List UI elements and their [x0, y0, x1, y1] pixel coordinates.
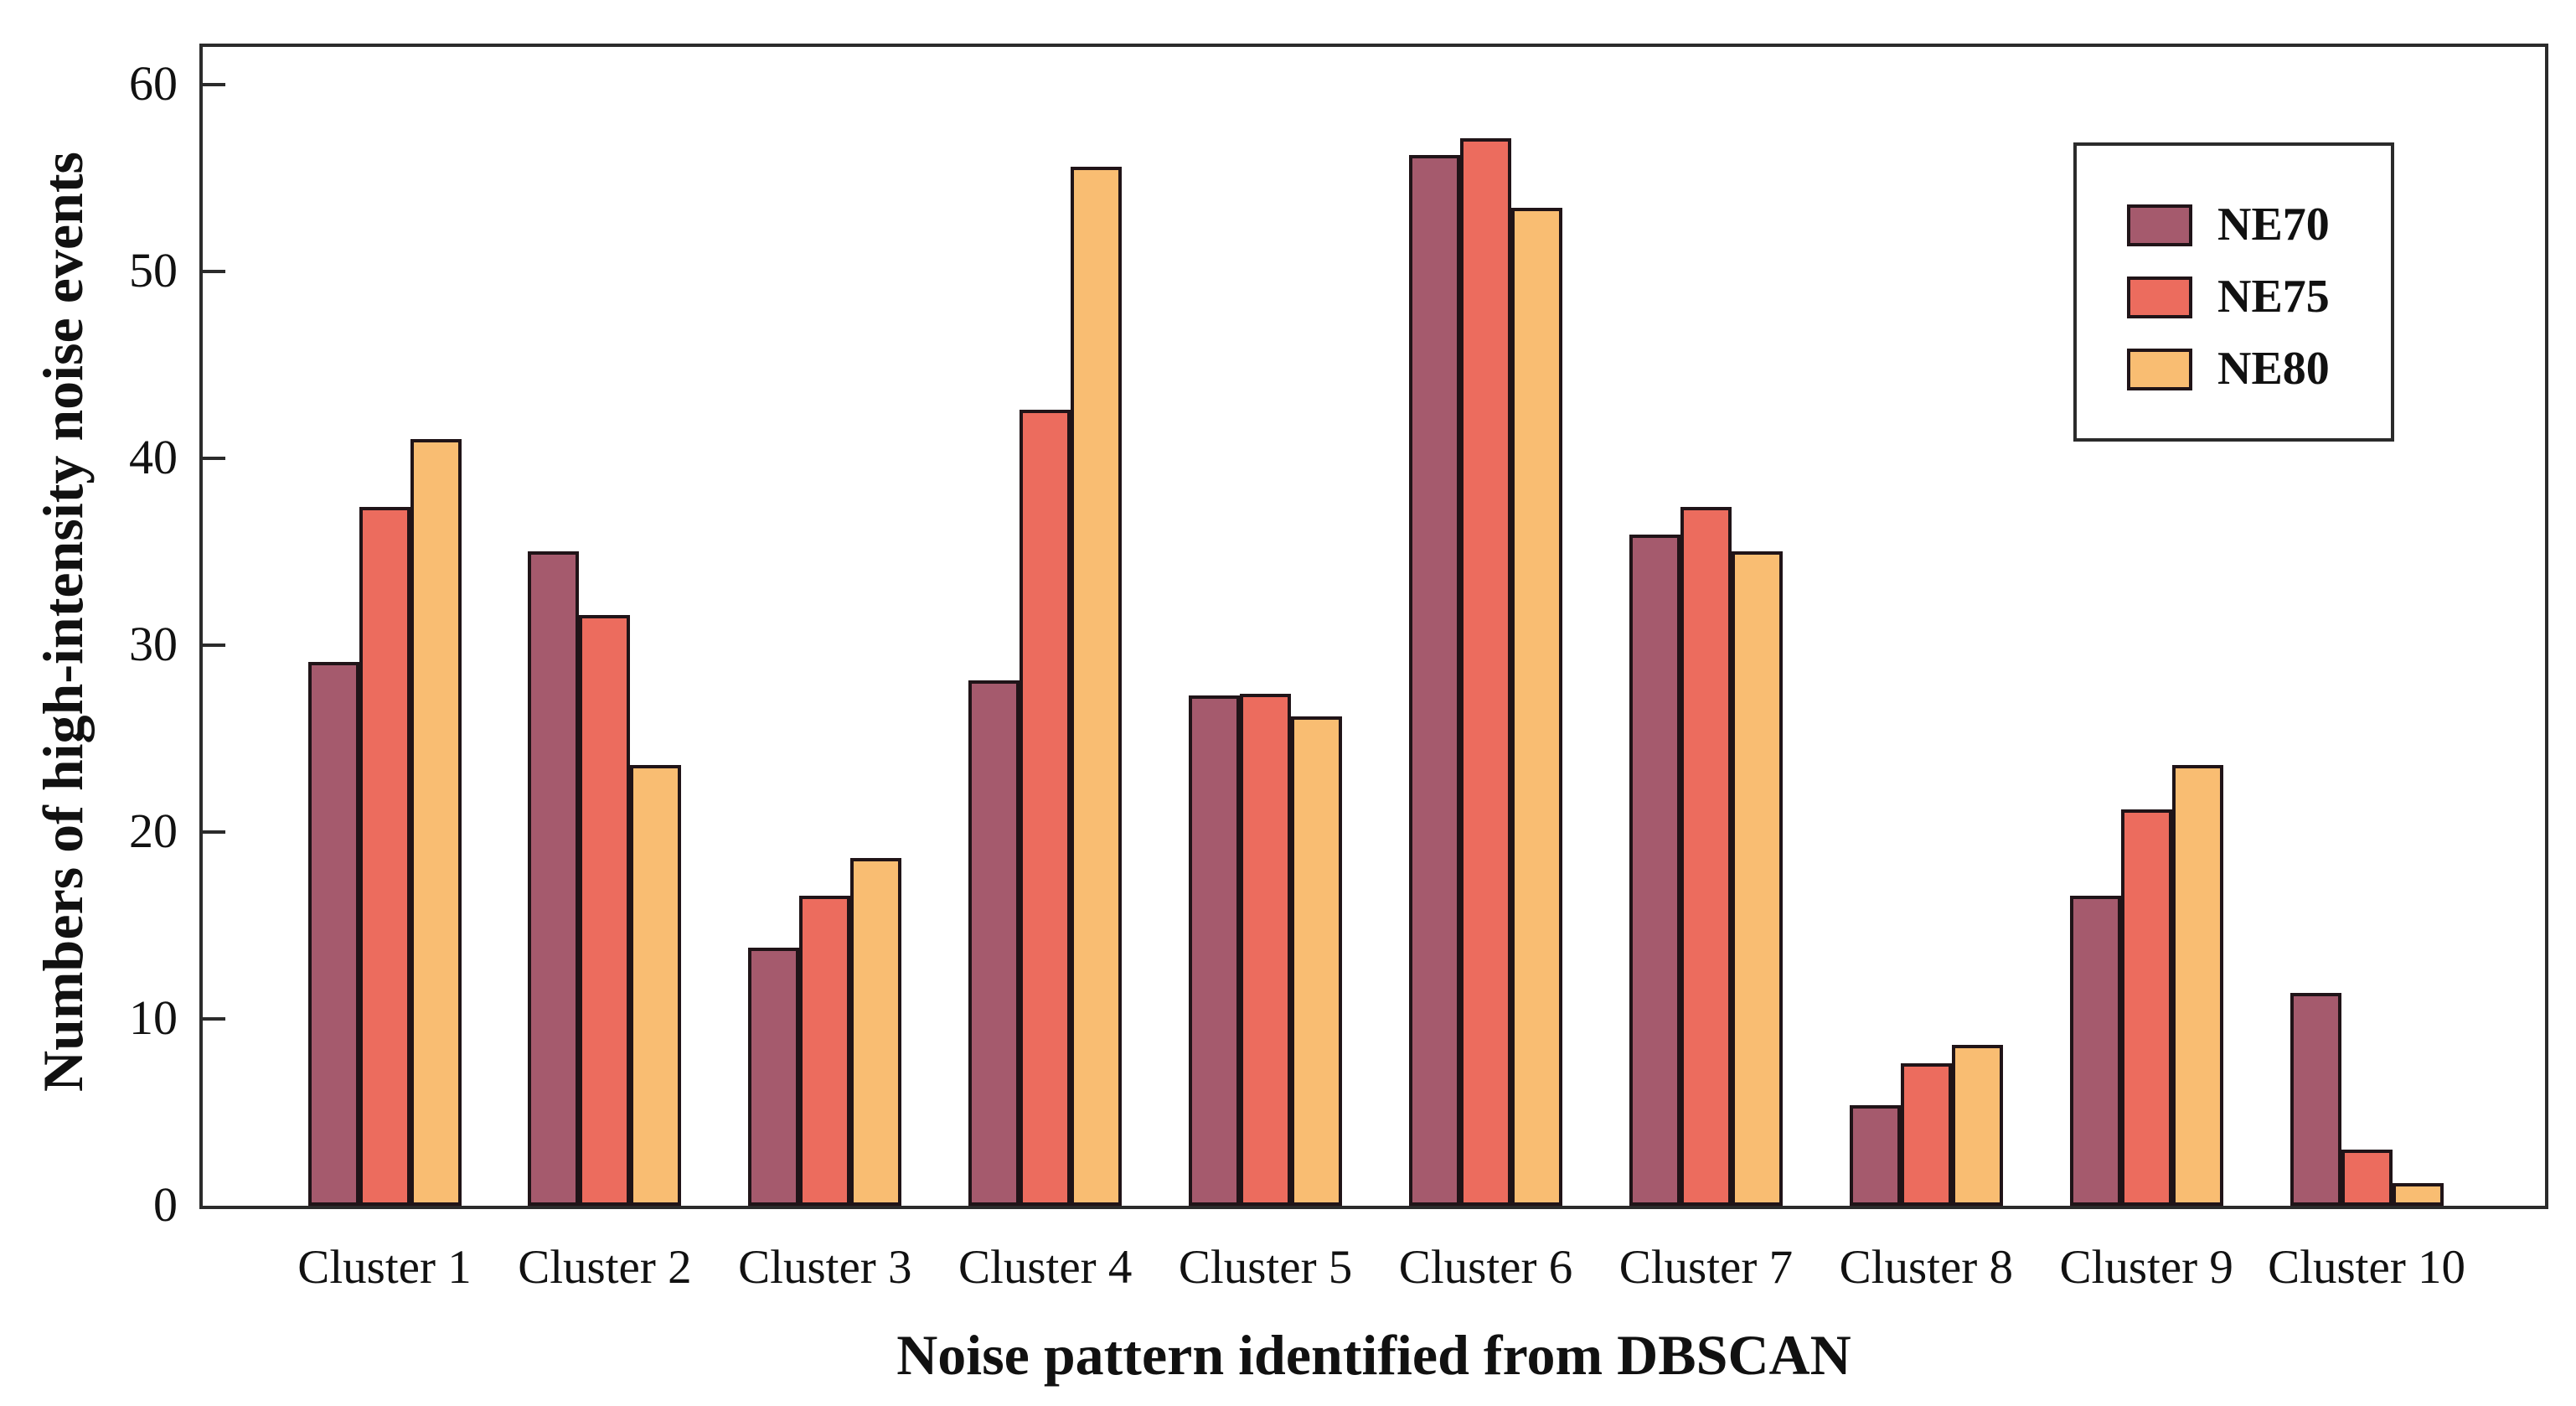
y-tick-label-0: 0 [153, 1177, 178, 1232]
legend-swatch-ne80 [2127, 349, 2192, 390]
y-tick-label-10: 10 [129, 990, 178, 1045]
y-tick-label-40: 40 [129, 429, 178, 484]
bar-ne75-cluster-9 [2120, 809, 2172, 1206]
legend-label-ne70: NE70 [2217, 199, 2330, 251]
x-tick-label-cluster-10: Cluster 10 [2268, 1241, 2466, 1294]
y-tick-mark-40 [203, 456, 225, 460]
x-tick-label-cluster-6: Cluster 6 [1398, 1241, 1573, 1294]
bar-ne75-cluster-6 [1460, 138, 1511, 1206]
x-tick-label-cluster-4: Cluster 4 [958, 1241, 1133, 1294]
y-tick-mark-30 [203, 643, 225, 647]
bar-ne80-cluster-6 [1511, 208, 1562, 1206]
bar-ne75-cluster-8 [1900, 1063, 1952, 1206]
bar-ne80-cluster-1 [410, 439, 462, 1206]
y-tick-label-60: 60 [129, 55, 178, 111]
bar-ne70-cluster-6 [1409, 155, 1460, 1206]
x-tick-label-cluster-8: Cluster 8 [1839, 1241, 2013, 1294]
y-tick-mark-20 [203, 830, 225, 834]
x-tick-label-cluster-3: Cluster 3 [738, 1241, 912, 1294]
bar-ne80-cluster-5 [1291, 716, 1343, 1206]
bar-ne75-cluster-1 [359, 507, 410, 1206]
bar-ne80-cluster-7 [1731, 551, 1783, 1206]
bar-ne70-cluster-1 [307, 662, 359, 1206]
bar-ne70-cluster-7 [1629, 535, 1680, 1206]
legend: NE70 NE75 NE80 [2073, 142, 2394, 442]
x-tick-label-cluster-2: Cluster 2 [518, 1241, 692, 1294]
bar-ne70-cluster-3 [748, 948, 800, 1206]
legend-swatch-ne70 [2127, 204, 2192, 246]
bar-ne80-cluster-3 [850, 858, 902, 1206]
bar-ne70-cluster-2 [528, 551, 580, 1206]
bar-ne70-cluster-10 [2289, 993, 2341, 1206]
y-tick-mark-10 [203, 1016, 225, 1021]
y-tick-label-30: 30 [129, 616, 178, 671]
bar-ne70-cluster-9 [2069, 896, 2121, 1206]
legend-label-ne80: NE80 [2217, 343, 2330, 395]
legend-label-ne75: NE75 [2217, 271, 2330, 323]
x-tick-label-cluster-1: Cluster 1 [297, 1241, 472, 1294]
bar-ne70-cluster-4 [968, 680, 1020, 1206]
bar-ne75-cluster-4 [1020, 410, 1071, 1206]
x-tick-label-cluster-9: Cluster 9 [2059, 1241, 2233, 1294]
y-tick-label-20: 20 [129, 803, 178, 858]
bar-ne75-cluster-2 [579, 615, 631, 1206]
bar-ne80-cluster-8 [1951, 1045, 2003, 1206]
y-tick-label-50: 50 [129, 242, 178, 297]
bar-ne70-cluster-8 [1849, 1105, 1901, 1206]
bar-ne80-cluster-10 [2392, 1183, 2444, 1206]
y-tick-mark-50 [203, 269, 225, 273]
x-axis-title: Noise pattern identified from DBSCAN [896, 1323, 1851, 1387]
bar-ne80-cluster-9 [2171, 765, 2223, 1206]
x-tick-label-cluster-5: Cluster 5 [1178, 1241, 1353, 1294]
bar-ne75-cluster-5 [1240, 694, 1292, 1206]
bar-ne75-cluster-7 [1680, 507, 1732, 1206]
x-tick-label-cluster-7: Cluster 7 [1618, 1241, 1794, 1294]
bar-ne75-cluster-3 [799, 896, 851, 1206]
y-tick-mark-60 [203, 82, 225, 86]
bar-ne80-cluster-2 [630, 765, 682, 1206]
bar-ne70-cluster-5 [1189, 695, 1241, 1206]
bar-ne80-cluster-4 [1071, 167, 1123, 1206]
bar-ne75-cluster-10 [2341, 1150, 2393, 1206]
legend-swatch-ne75 [2127, 277, 2192, 318]
